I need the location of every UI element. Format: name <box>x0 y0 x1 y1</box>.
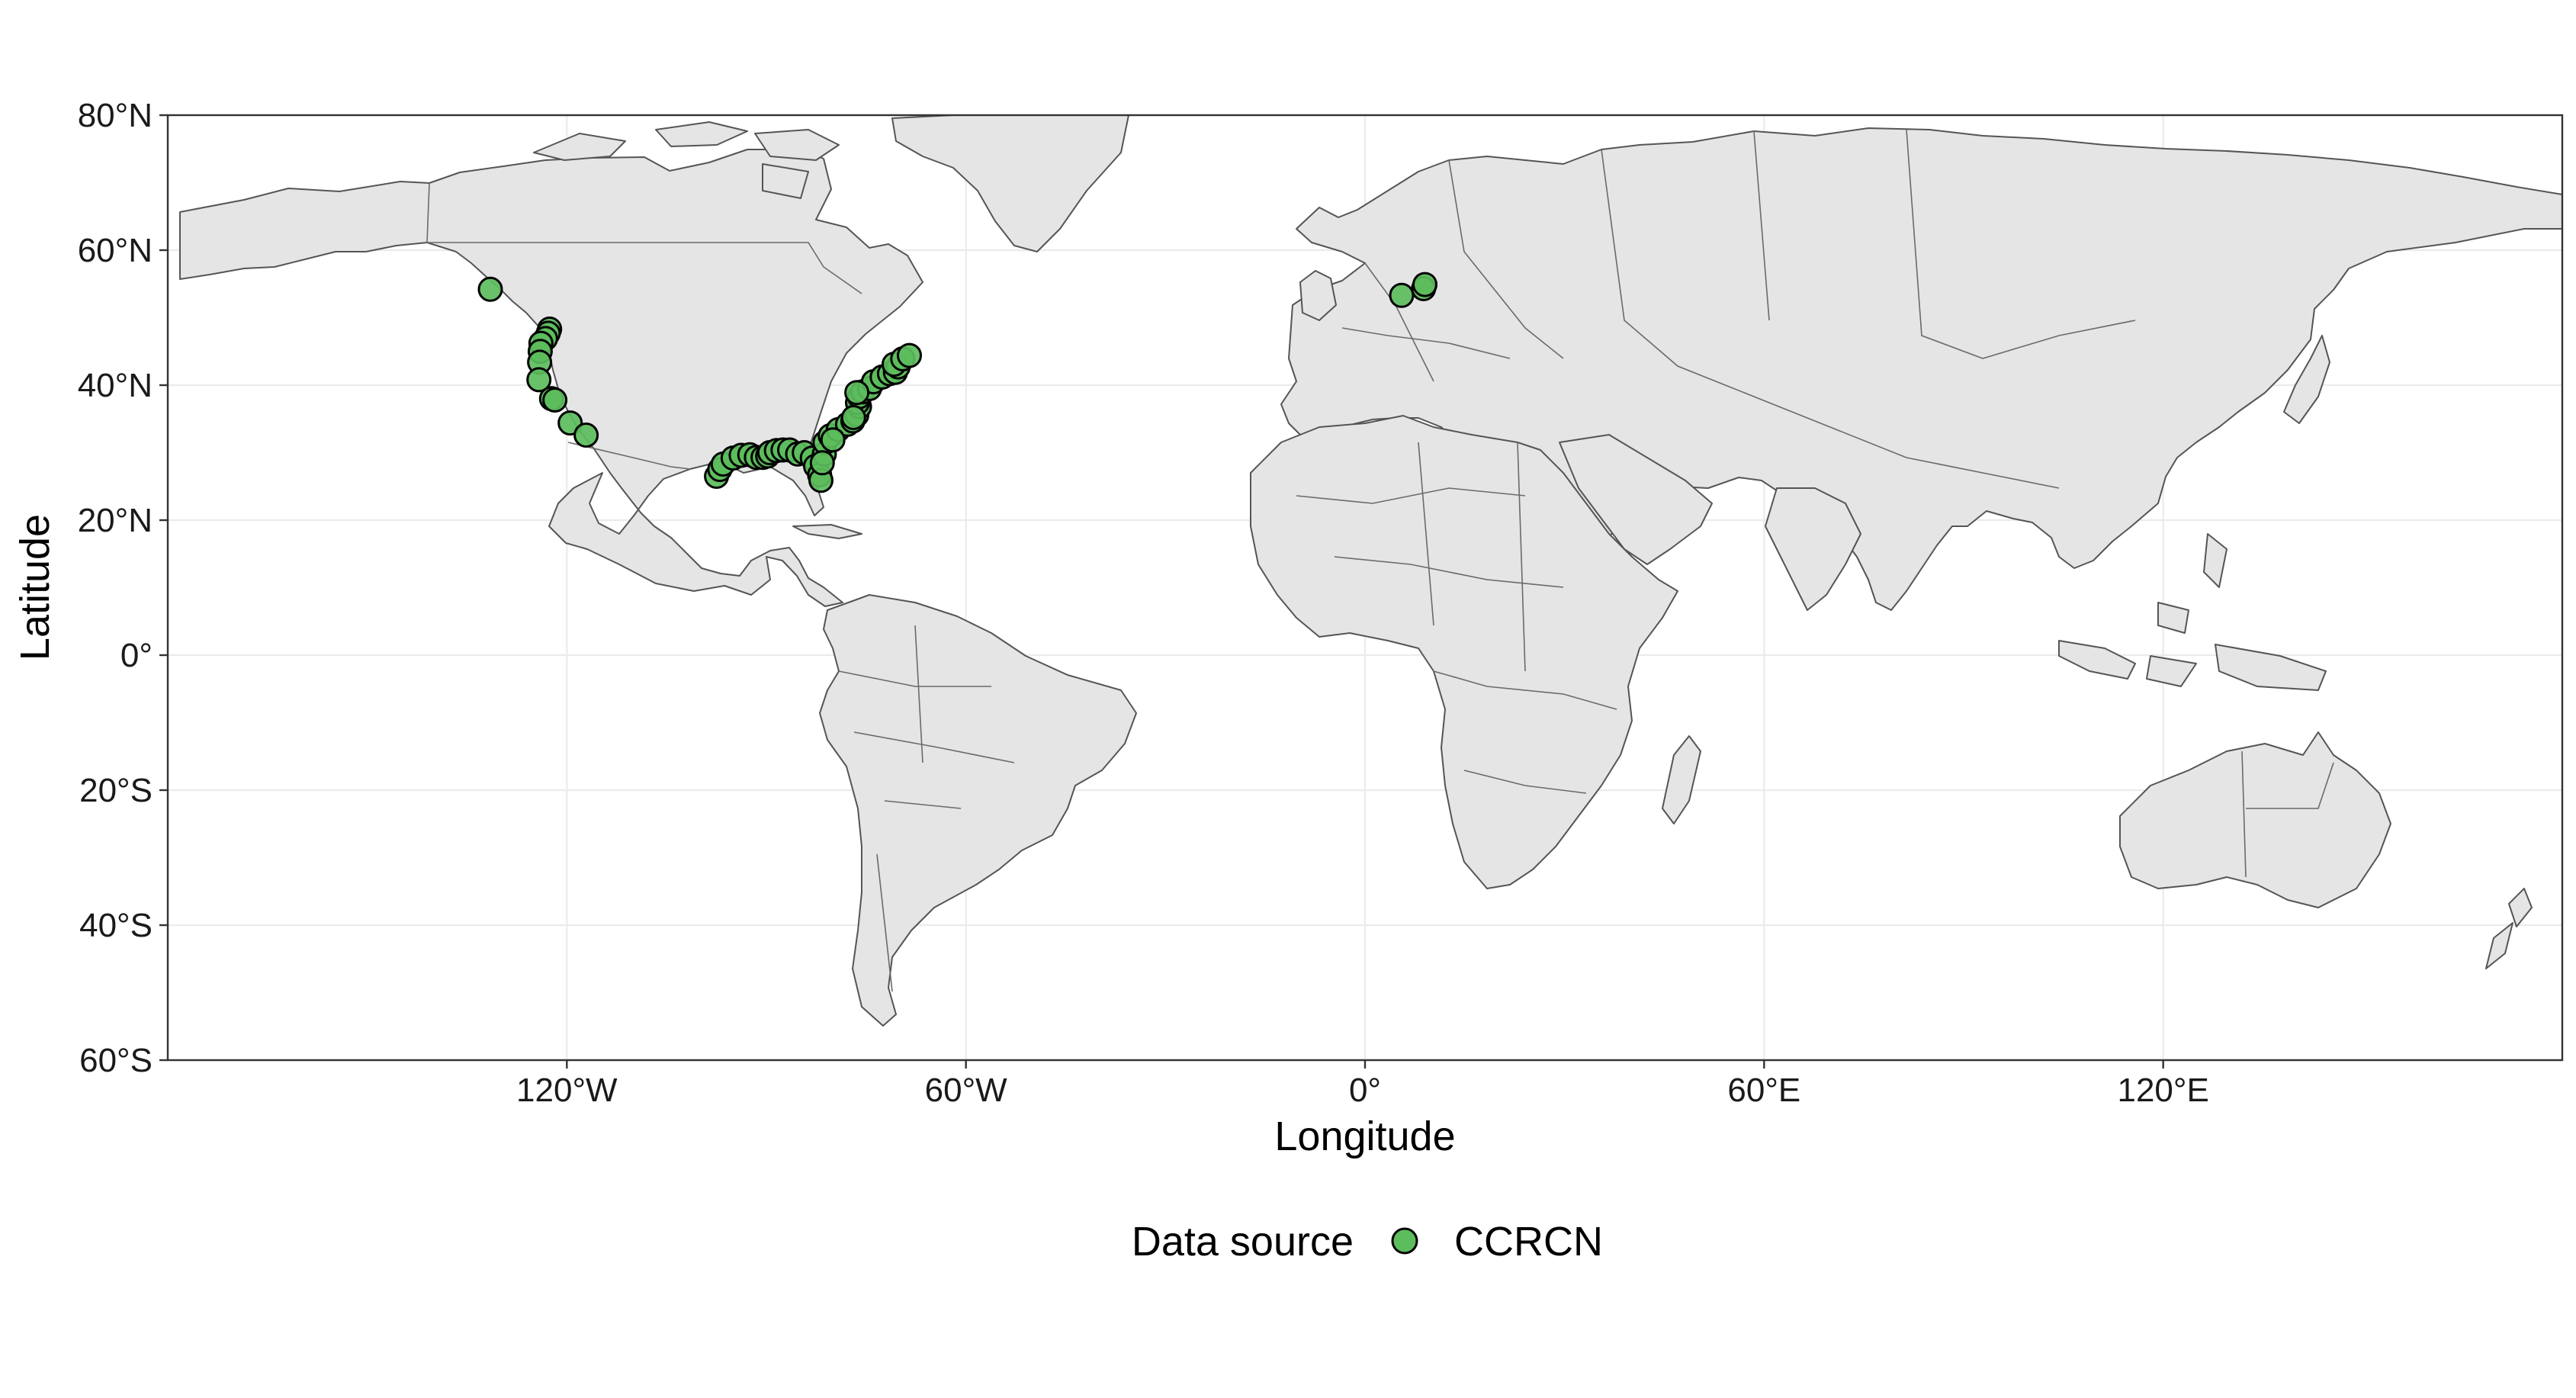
land-southeast-asia-islands <box>2058 533 2327 691</box>
land-madagascar <box>1662 735 1701 824</box>
x-axis-title: Longitude <box>1274 1114 1455 1159</box>
land-africa <box>1250 415 1678 889</box>
data-point-ccrcn <box>542 387 568 413</box>
borders-australia <box>2241 750 2334 878</box>
y-tick-label: 40°N <box>78 367 153 404</box>
land-canadian-arctic-islands <box>533 121 840 199</box>
legend-key-ccrcn <box>1391 1227 1418 1255</box>
y-tick-label: 80°N <box>78 97 153 134</box>
y-tick-label: 40°S <box>79 907 153 944</box>
x-tick-label: 120°W <box>516 1072 618 1109</box>
y-axis-ticks: 80°N 60°N 40°N 20°N 0° 20°S 40°S 60°S <box>78 97 168 1079</box>
data-point-ccrcn <box>840 405 866 430</box>
data-points <box>477 272 1437 493</box>
land-great-britain <box>1299 270 1337 321</box>
data-point-ccrcn <box>844 380 870 406</box>
border-alaska <box>426 182 430 243</box>
y-tick-label: 20°N <box>78 502 153 539</box>
land-arabia <box>1559 434 1713 565</box>
legend: Data source CCRCN <box>1132 1219 1603 1265</box>
data-point-ccrcn <box>477 276 503 302</box>
border-us-mexico <box>567 442 691 470</box>
land-masses <box>179 115 2562 1027</box>
legend-label-ccrcn: CCRCN <box>1454 1219 1603 1265</box>
data-point-ccrcn <box>820 427 846 453</box>
map-panel <box>166 114 2564 1062</box>
x-axis-ticks: 120°W 60°W 0° 60°E 120°E <box>516 1060 2209 1109</box>
land-new-zealand <box>2485 888 2533 969</box>
y-tick-label: 20°S <box>79 772 153 809</box>
data-point-ccrcn <box>809 450 835 476</box>
land-australia <box>2119 731 2391 908</box>
y-tick-label: 60°S <box>79 1042 153 1079</box>
borders-asia <box>1601 129 2136 489</box>
land-south-america <box>819 594 1137 1027</box>
land-greenland <box>891 115 1129 252</box>
y-tick-label: 60°N <box>78 232 153 269</box>
land-india <box>1765 487 1861 611</box>
y-axis-title: Latitude <box>12 514 58 660</box>
x-tick-label: 60°W <box>925 1072 1008 1109</box>
land-cuba-caribbean <box>792 524 862 539</box>
country-borders <box>426 129 2334 992</box>
borders-europe <box>1341 159 1564 382</box>
borders-south-america <box>838 625 1015 992</box>
borders-africa <box>1296 442 1617 794</box>
data-point-ccrcn <box>1412 272 1437 297</box>
land-japan <box>2283 335 2330 424</box>
data-point-ccrcn <box>897 342 922 368</box>
x-tick-label: 120°E <box>2117 1072 2208 1109</box>
x-tick-label: 60°E <box>1727 1072 1800 1109</box>
data-point-ccrcn <box>526 367 552 393</box>
data-point-ccrcn <box>1389 282 1415 308</box>
data-point-ccrcn <box>573 423 599 448</box>
y-tick-label: 0° <box>120 637 153 674</box>
border-us-canada <box>427 242 862 294</box>
legend-title: Data source <box>1132 1219 1354 1265</box>
x-tick-label: 0° <box>1349 1072 1381 1109</box>
